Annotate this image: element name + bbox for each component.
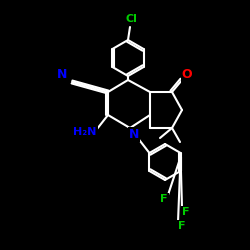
Text: F: F <box>178 221 186 231</box>
Text: N: N <box>129 128 139 140</box>
Text: N: N <box>57 68 67 82</box>
Text: H₂N: H₂N <box>73 127 97 137</box>
Text: F: F <box>160 194 168 204</box>
Text: F: F <box>182 207 190 217</box>
Text: Cl: Cl <box>125 14 137 24</box>
Text: O: O <box>182 68 192 82</box>
